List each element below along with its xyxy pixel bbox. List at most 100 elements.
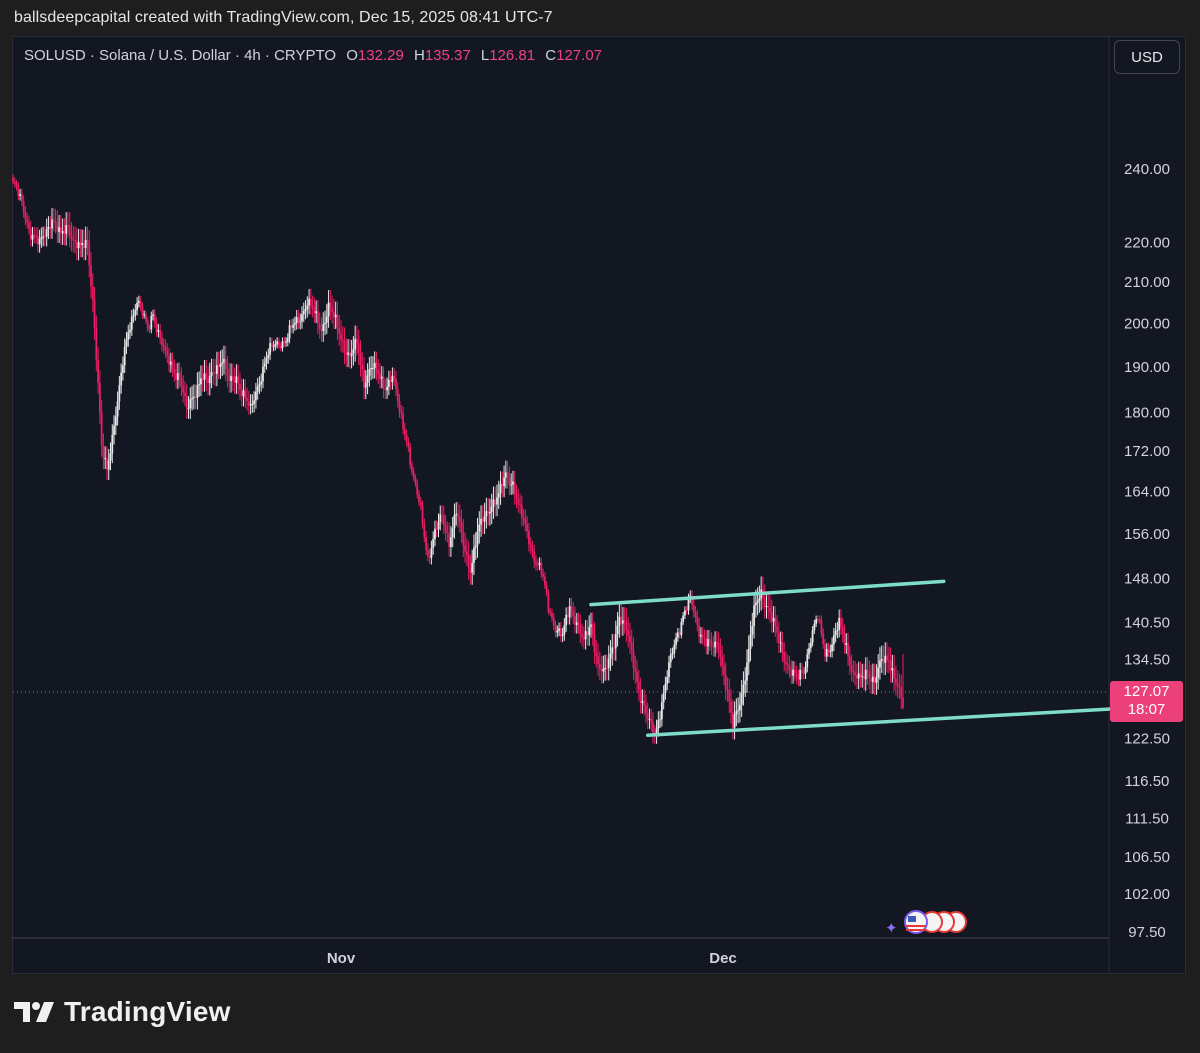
candle-body	[797, 676, 800, 680]
tradingview-brand[interactable]: TradingView	[14, 996, 231, 1028]
candle-body	[297, 317, 300, 323]
candle-body	[875, 677, 878, 683]
candle-body	[426, 549, 429, 556]
channel-upper-line[interactable]	[589, 579, 946, 607]
candle-body	[531, 547, 534, 552]
candle-body	[687, 598, 690, 611]
symbol-info: SOLUSD · Solana / U.S. Dollar · 4h · CRY…	[24, 47, 337, 64]
candle-body	[581, 633, 584, 637]
candle-body	[418, 494, 420, 502]
candle-body	[487, 511, 490, 514]
candle-body	[240, 389, 243, 397]
candle-body	[740, 693, 743, 705]
candle-body	[260, 381, 263, 385]
candle-body	[292, 324, 295, 328]
candle-body	[469, 567, 472, 573]
candle-body	[263, 363, 266, 367]
candle-body	[285, 341, 287, 343]
candle-body	[558, 628, 560, 631]
candle-body	[774, 617, 777, 627]
candle-body	[476, 531, 479, 546]
candle-body	[301, 314, 303, 322]
candle-body	[130, 316, 133, 330]
channel-lower-line[interactable]	[645, 706, 1129, 737]
candle-body	[322, 324, 325, 332]
candle-body	[375, 362, 378, 370]
candle-body	[113, 425, 115, 435]
candle-body	[632, 649, 635, 669]
y-tick-label: 180.00	[1124, 405, 1170, 422]
candle-body	[684, 610, 686, 616]
candle-body	[95, 328, 98, 360]
candle-body	[228, 375, 231, 382]
candle-body	[783, 652, 786, 662]
candle-body	[848, 656, 851, 666]
x-label-nov: Nov	[327, 950, 356, 967]
y-tick-label: 122.50	[1124, 731, 1170, 748]
candle-body	[432, 538, 435, 548]
candle-body	[205, 373, 208, 379]
candle-body	[201, 378, 204, 380]
candle-body	[88, 243, 91, 266]
candle-body	[35, 235, 37, 237]
candle-body	[49, 227, 52, 229]
candle-body	[643, 700, 646, 706]
candle-body	[180, 378, 183, 387]
candle-body	[517, 498, 520, 504]
candle-body	[340, 333, 342, 340]
candle-body	[290, 325, 293, 328]
candle-body	[806, 654, 809, 668]
candle-body	[90, 265, 92, 287]
candle-body	[529, 544, 532, 548]
candle-body	[902, 697, 904, 708]
candle-body	[818, 619, 821, 621]
candle-body	[129, 329, 131, 333]
candle-body	[900, 687, 903, 698]
candle-body	[125, 339, 128, 347]
candle-body	[317, 311, 319, 324]
candle-body	[139, 300, 142, 307]
y-tick-label: 106.50	[1124, 849, 1170, 866]
candle-body	[419, 501, 422, 506]
candle-body	[258, 384, 261, 387]
candle-body	[609, 653, 612, 659]
candle-body	[574, 616, 576, 625]
candle-body	[153, 314, 156, 323]
candle-body	[253, 400, 256, 404]
high-label: H	[413, 47, 425, 64]
candle-body	[490, 506, 493, 512]
candle-body	[33, 234, 36, 236]
candle-body	[446, 531, 449, 534]
candle-body	[200, 378, 202, 385]
candle-body	[756, 600, 759, 604]
candle-body	[519, 503, 521, 506]
candle-body	[54, 220, 57, 223]
candle-body	[28, 222, 30, 229]
candle-body	[118, 385, 121, 402]
candle-body	[36, 236, 39, 245]
candle-body	[508, 477, 511, 485]
candle-body	[838, 618, 841, 630]
candle-body	[347, 352, 349, 355]
us-flag-events-icon[interactable]: ✦	[885, 910, 967, 937]
candle-body	[155, 322, 158, 332]
candle-body	[785, 661, 787, 665]
candle-body	[696, 616, 699, 625]
candle-body	[481, 518, 484, 522]
candle-body	[169, 361, 172, 365]
candle-body	[847, 643, 849, 657]
candle-body	[559, 628, 562, 637]
candle-body	[430, 547, 433, 558]
candle-body	[465, 551, 468, 555]
candle-body	[707, 639, 709, 647]
candle-body	[827, 648, 830, 652]
candle-body	[148, 328, 151, 330]
candle-body	[106, 458, 108, 470]
candle-body	[854, 672, 857, 676]
currency-button[interactable]: USD	[1114, 40, 1180, 74]
candle-body	[361, 364, 364, 370]
candle-body	[164, 347, 167, 352]
candle-body	[269, 343, 271, 355]
candle-body	[348, 352, 351, 357]
